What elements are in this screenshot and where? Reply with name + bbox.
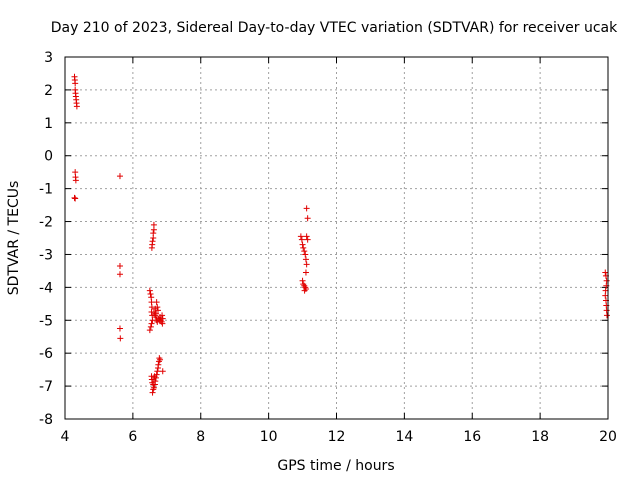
data-point [154,368,161,375]
data-point [304,236,311,243]
y-tick-label: 2 [44,83,53,99]
data-point [147,323,154,330]
y-tick-label: -2 [39,215,53,231]
plot-frame [64,56,609,420]
y-tick-label: -4 [39,280,53,296]
y-tick-label: -5 [39,313,53,329]
data-point [147,290,154,297]
data-point [72,80,79,87]
x-tick-label: 20 [599,429,617,445]
data-point [150,235,157,241]
x-tick-label: 8 [196,429,205,445]
data-point [146,327,153,334]
data-point [116,173,123,180]
data-point [149,389,156,396]
x-tick-label: 18 [531,429,549,445]
data-point [116,262,123,269]
data-point [154,364,161,371]
x-tick-label: 4 [61,429,70,445]
chart-title: Day 210 of 2023, Sidereal Day-to-day VTE… [51,20,618,36]
data-point [73,103,80,110]
y-tick-label: 1 [44,116,53,132]
data-point [299,277,306,284]
data-point [117,335,124,342]
x-tick-label: 10 [260,429,278,445]
data-point [302,251,309,258]
data-point [299,241,306,248]
y-tick-label: 0 [44,149,53,165]
data-point [602,269,609,276]
data-point [72,177,79,184]
grid-lines [65,57,608,419]
data-point [146,287,153,294]
data-point [298,236,305,243]
data-point [301,287,308,294]
data-point [116,325,123,332]
data-point [297,233,304,240]
y-tick-label: -3 [39,247,53,263]
data-point [159,312,166,319]
x-tick-label: 16 [463,429,481,445]
data-point [71,194,78,201]
y-tick-label: -6 [39,346,53,362]
data-point [72,195,79,202]
data-point [302,256,309,263]
data-point [151,373,158,380]
y-tick-label: -7 [39,379,53,395]
x-tick-label: 6 [128,429,137,445]
data-point [602,292,609,299]
data-points [71,73,610,396]
data-point [300,244,307,251]
data-point [304,215,311,222]
data-point [603,312,610,319]
data-point [303,261,310,268]
data-point [152,305,159,312]
y-tick-label: -1 [39,182,53,198]
x-tick-label: 12 [328,429,346,445]
data-point [152,310,159,317]
data-point [150,381,157,388]
data-point [303,233,310,240]
data-point [157,356,164,363]
data-point [148,244,155,251]
data-point [148,320,155,327]
data-point [159,368,166,375]
y-tick-label: 3 [44,50,53,66]
y-tick-label: -8 [39,412,53,428]
data-point [116,271,123,278]
data-point [150,226,157,233]
data-point [301,248,308,255]
data-point [303,205,310,212]
x-tick-label: 14 [395,429,413,445]
y-axis-label: SDTVAR / TECUs [6,181,22,296]
x-axis-label: GPS time / hours [277,458,394,474]
data-point [153,299,160,306]
data-point [159,315,166,322]
data-point [302,269,309,276]
